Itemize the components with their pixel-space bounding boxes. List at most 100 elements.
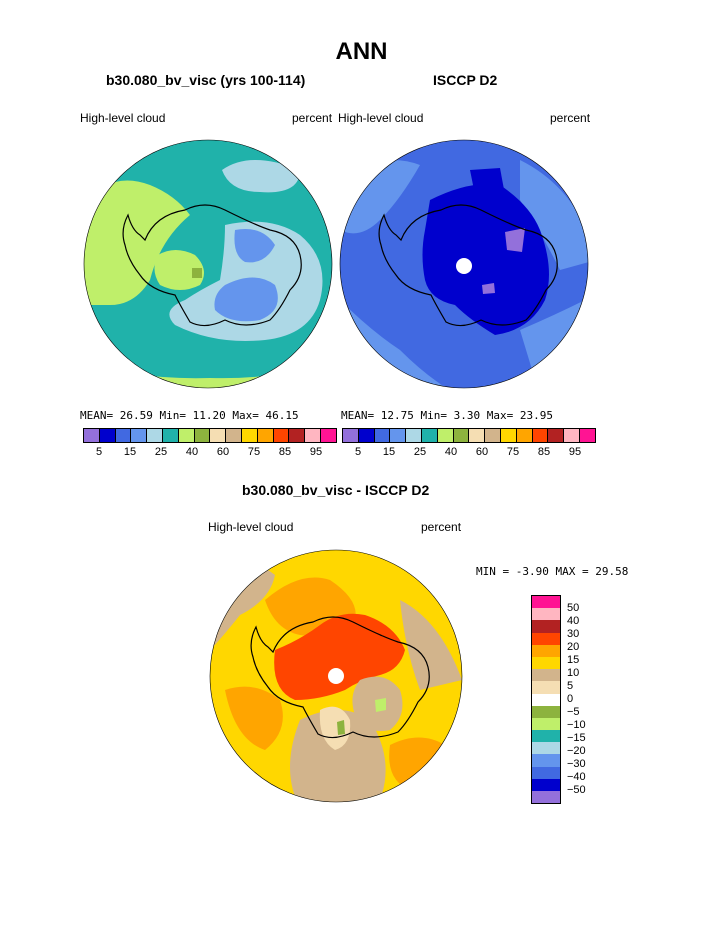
map2-antarctica-coastline: [378, 204, 558, 327]
map3-border: [209, 549, 463, 803]
panel3-variable: High-level cloud: [208, 520, 294, 534]
colorbar-tick-label: 25: [413, 446, 427, 458]
colorbar-diff-swatch: [532, 656, 560, 670]
colorbar-diff-label: 10: [567, 667, 580, 679]
colorbar-swatch: [162, 429, 179, 442]
panel1-min: 11.20: [192, 409, 226, 422]
colorbar-swatch: [564, 429, 580, 442]
colorbar-diff-label: 15: [567, 654, 580, 666]
colorbar-diff: [531, 595, 561, 805]
colorbar-diff-label: −15: [567, 732, 586, 744]
colorbar-diff-swatch: [532, 693, 560, 706]
map3-field-0: [319, 706, 351, 750]
panel2-variable: High-level cloud: [338, 111, 424, 125]
colorbar-swatch: [226, 429, 242, 442]
colorbar-tick-label: 5: [354, 446, 362, 458]
map1-border: [83, 139, 333, 389]
colorbar-swatch: [305, 429, 321, 442]
colorbar-swatch: [241, 429, 258, 442]
colorbar-swatch: [453, 429, 470, 442]
panel3-min: -3.90: [515, 565, 549, 578]
colorbar-swatch: [320, 429, 336, 442]
colorbar-panel2-ticks: 5 15 25 40 60 75 85 95: [342, 446, 581, 460]
map1-field-40-interior: [154, 250, 204, 290]
colorbar-diff-swatch: [532, 681, 560, 694]
colorbar-diff-swatch: [532, 644, 560, 657]
colorbar-swatch: [485, 429, 501, 442]
panel3-max-label: MAX =: [555, 565, 589, 578]
map3-antarctica-coastline: [250, 616, 430, 739]
model-cloud-map: [84, 140, 332, 388]
colorbar-diff-label: −50: [567, 784, 586, 796]
colorbar-swatch: [273, 429, 290, 442]
colorbar-swatch: [548, 429, 565, 442]
panel3-max: 29.58: [595, 565, 629, 578]
colorbar-swatch: [178, 429, 195, 442]
map3-field-15-b: [225, 686, 283, 750]
map3-field-neg-a: [375, 698, 386, 712]
panel1-max-label: Max=: [232, 409, 259, 422]
panel3-units: percent: [421, 520, 462, 534]
panel2-mean: 12.75: [380, 409, 414, 422]
panel2-units: percent: [550, 111, 591, 125]
colorbar-diff-label: −20: [567, 745, 586, 757]
colorbar-swatch: [210, 429, 227, 442]
map1-field-50: [192, 268, 202, 278]
colorbar-swatch: [516, 429, 533, 442]
colorbar-swatch: [437, 429, 454, 442]
colorbar-swatch: [115, 429, 132, 442]
panel2-min-label: Min=: [420, 409, 448, 422]
map1-field-20-a: [234, 229, 275, 263]
panel1-max: 46.15: [265, 409, 299, 422]
colorbar-diff-swatch: [532, 620, 560, 633]
colorbar-diff-labels: 50 40 30 20 15 10 5 0 −5 −10 −15 −20 −30 −40 −50: [567, 595, 607, 805]
panel1-min-label: Min=: [159, 409, 187, 422]
panel1-units: percent: [292, 111, 333, 125]
map2-field-15-b: [520, 160, 588, 270]
map3-pole-mask: [328, 668, 344, 684]
panel1-case-title: b30.080_bv_visc (yrs 100-114): [106, 72, 306, 88]
map2-field-min-b: [482, 283, 495, 294]
panel1-mean: 26.59: [119, 409, 153, 422]
colorbar-swatch: [469, 429, 486, 442]
colorbar-diff-swatch: [532, 791, 560, 804]
colorbar-tick-label: 25: [154, 446, 168, 458]
colorbar-tick-label: 15: [123, 446, 137, 458]
colorbar-diff-label: −40: [567, 771, 586, 783]
colorbar-swatch: [532, 429, 549, 442]
map1-field-20-b: [214, 277, 278, 322]
colorbar-tick-label: 85: [278, 446, 292, 458]
colorbar-swatch: [257, 429, 274, 442]
colorbar-diff-label: −5: [567, 706, 580, 718]
panel2-case-title: ISCCP D2: [433, 72, 498, 88]
colorbar-swatch: [99, 429, 116, 442]
colorbar-diff-label: 5: [567, 680, 574, 692]
colorbar-swatch: [374, 429, 391, 442]
colorbar-diff-label: 20: [567, 641, 580, 653]
colorbar-tick-label: 95: [309, 446, 323, 458]
colorbar-swatch: [194, 429, 211, 442]
colorbar-swatch: [500, 429, 517, 442]
colorbar-diff-swatch: [532, 717, 560, 731]
panel1-stats: MEAN= 26.59 Min= 11.20 Max= 46.15: [80, 409, 299, 422]
map2-pole-mask: [456, 258, 472, 274]
colorbar-swatch: [579, 429, 595, 442]
colorbar-diff-swatch: [532, 669, 560, 682]
panel1-variable: High-level cloud: [80, 111, 166, 125]
colorbar-diff-label: 0: [567, 693, 574, 705]
colorbar-diff-swatch: [532, 730, 560, 743]
colorbar-tick-label: 85: [537, 446, 551, 458]
map2-field-min-a: [505, 228, 525, 252]
map3-field-20: [274, 613, 405, 700]
colorbar-swatch: [390, 429, 407, 442]
map1-field-40: [84, 180, 190, 305]
colorbar-diff-swatch: [532, 608, 560, 621]
colorbar-diff-swatch: [532, 596, 560, 609]
panel3-min-label: MIN =: [476, 565, 510, 578]
colorbar-diff-swatch: [532, 742, 560, 755]
map1-antarctica-coastline: [122, 204, 302, 327]
colorbar-swatch: [131, 429, 148, 442]
colorbar-swatch: [84, 429, 100, 442]
colorbar-swatch: [289, 429, 306, 442]
